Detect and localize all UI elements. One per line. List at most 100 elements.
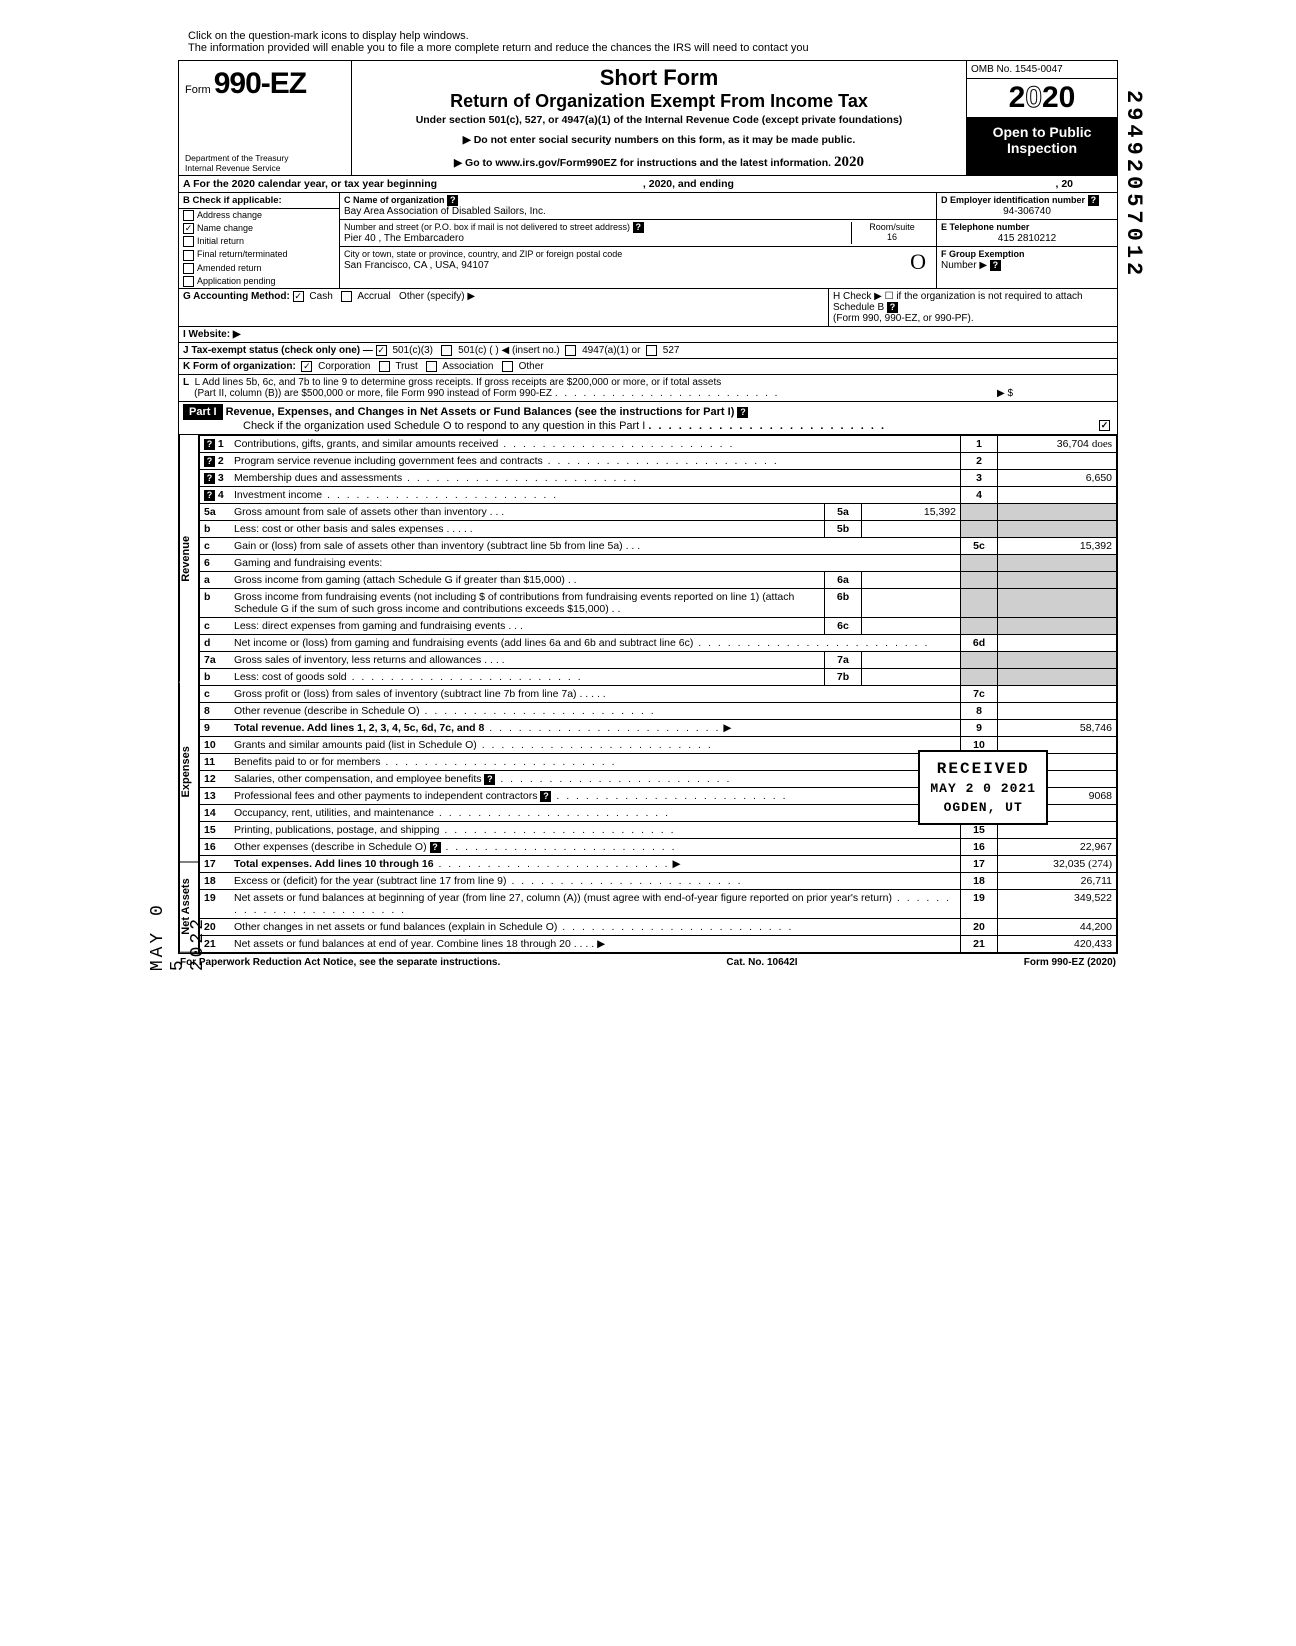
n6b: b [200, 589, 231, 618]
b8: 8 [961, 703, 998, 720]
v1: 36,704 [1057, 438, 1089, 450]
t12: Salaries, other compensation, and employ… [234, 773, 481, 785]
t15: Printing, publications, postage, and shi… [234, 824, 439, 836]
t10: Grants and similar amounts paid (list in… [234, 739, 477, 751]
lbl-final-return: Final return/terminated [197, 249, 288, 259]
part-i-badge: Part I [183, 404, 223, 420]
section-c-label: C Name of organization [344, 195, 445, 205]
v21: 420,433 [998, 936, 1117, 953]
line-j-label: J Tax-exempt status (check only one) — [183, 345, 373, 356]
v9: 58,746 [998, 720, 1117, 737]
mb5a: 5a [825, 504, 862, 521]
help-icon[interactable]: ? [204, 473, 215, 484]
t5b: Less: cost or other basis and sales expe… [234, 523, 444, 535]
help-icon[interactable]: ? [204, 490, 215, 501]
chk-initial-return[interactable] [183, 236, 194, 247]
under-section: Under section 501(c), 527, or 4947(a)(1)… [360, 114, 958, 126]
t1: Contributions, gifts, grants, and simila… [234, 438, 498, 450]
n13: 13 [200, 788, 231, 805]
v5c: 15,392 [998, 538, 1117, 555]
n6d: d [200, 635, 231, 652]
footer-right: Form 990-EZ (2020) [1024, 957, 1116, 968]
mb7b: 7b [825, 669, 862, 686]
help-icon[interactable]: ? [204, 439, 215, 450]
help-icon[interactable]: ? [887, 302, 898, 313]
n3: 3 [218, 472, 224, 484]
v7c [998, 686, 1117, 703]
t6c: Less: direct expenses from gaming and fu… [234, 620, 505, 632]
line-k-label: K Form of organization: [183, 361, 296, 372]
chk-501c[interactable] [441, 345, 452, 356]
chk-527[interactable] [646, 345, 657, 356]
chk-501c3[interactable]: ✓ [376, 345, 387, 356]
t11: Benefits paid to or for members [234, 756, 380, 768]
help-icon[interactable]: ? [430, 842, 441, 853]
n10: 10 [200, 737, 231, 754]
org-name: Bay Area Association of Disabled Sailors… [344, 206, 546, 217]
side-netassets: Net Assets [179, 862, 198, 953]
t6b: Gross income from fundraising events (no… [234, 591, 794, 615]
b18: 18 [961, 873, 998, 890]
chk-corp[interactable]: ✓ [301, 361, 312, 372]
t6: Gaming and fundraising events: [230, 555, 961, 572]
n9: 9 [200, 720, 231, 737]
city-value: San Francisco, CA , USA, 94107 [344, 260, 489, 271]
lbl-527: 527 [663, 345, 680, 356]
mv6c [862, 618, 961, 635]
chk-assoc[interactable] [426, 361, 437, 372]
help-icon[interactable]: ? [540, 791, 551, 802]
mv6b [862, 589, 961, 618]
n12: 12 [200, 771, 231, 788]
chk-schedule-o[interactable]: ✓ [1099, 420, 1110, 431]
no-ssn-warning: ▶ Do not enter social security numbers o… [360, 134, 958, 146]
chk-address-change[interactable] [183, 210, 194, 221]
year-2: 2 [1009, 81, 1026, 114]
help-icon[interactable]: ? [204, 456, 215, 467]
dln-vertical: 29492057012 [1121, 90, 1146, 279]
chk-final-return[interactable] [183, 250, 194, 261]
v3: 6,650 [998, 470, 1117, 487]
n17: 17 [200, 856, 231, 873]
help-icon[interactable]: ? [737, 407, 748, 418]
v8 [998, 703, 1117, 720]
mv7a [862, 652, 961, 669]
b21: 21 [961, 936, 998, 953]
section-a-mid: , 2020, and ending [643, 178, 734, 190]
year-0-outline: 0 [1025, 81, 1042, 114]
mv5a: 15,392 [862, 504, 961, 521]
lbl-initial-return: Initial return [197, 236, 244, 246]
chk-cash[interactable]: ✓ [293, 291, 304, 302]
chk-4947[interactable] [565, 345, 576, 356]
chk-name-change[interactable]: ✓ [183, 223, 194, 234]
t21: Net assets or fund balances at end of ye… [234, 938, 571, 950]
side-expenses: Expenses [179, 682, 198, 862]
chk-amended[interactable] [183, 263, 194, 274]
chk-trust[interactable] [379, 361, 390, 372]
footer-mid: Cat. No. 10642I [726, 957, 797, 968]
v17: 32,035 [1053, 858, 1085, 870]
line-l-arrow: ▶ $ [997, 388, 1013, 399]
section-c: C Name of organization ? Bay Area Associ… [340, 193, 937, 288]
chk-accrual[interactable] [341, 291, 352, 302]
help-icon[interactable]: ? [633, 222, 644, 233]
t17: Total expenses. Add lines 10 through 16 [234, 858, 434, 870]
t4: Investment income [234, 489, 322, 501]
help-icon[interactable]: ? [990, 260, 1001, 271]
mv6a [862, 572, 961, 589]
n1: 1 [218, 438, 224, 450]
chk-other-org[interactable] [502, 361, 513, 372]
help-icon[interactable]: ? [484, 774, 495, 785]
stamp-location: OGDEN, UT [930, 799, 1036, 817]
right-column: D Employer identification number ? 94-30… [937, 193, 1117, 288]
help-icon[interactable]: ? [447, 195, 458, 206]
b3: 3 [961, 470, 998, 487]
help-icon[interactable]: ? [1088, 195, 1099, 206]
lbl-corp: Corporation [318, 361, 370, 372]
n2: 2 [218, 455, 224, 467]
lines-table: ? 1 Contributions, gifts, grants, and si… [199, 435, 1117, 953]
line-h-text: H Check ▶ ☐ if the organization is not r… [833, 291, 1083, 313]
section-a-begin: A For the 2020 calendar year, or tax yea… [183, 178, 437, 190]
chk-app-pending[interactable] [183, 276, 194, 287]
lbl-address-change: Address change [197, 210, 262, 220]
line-i-label: I Website: ▶ [183, 329, 241, 340]
